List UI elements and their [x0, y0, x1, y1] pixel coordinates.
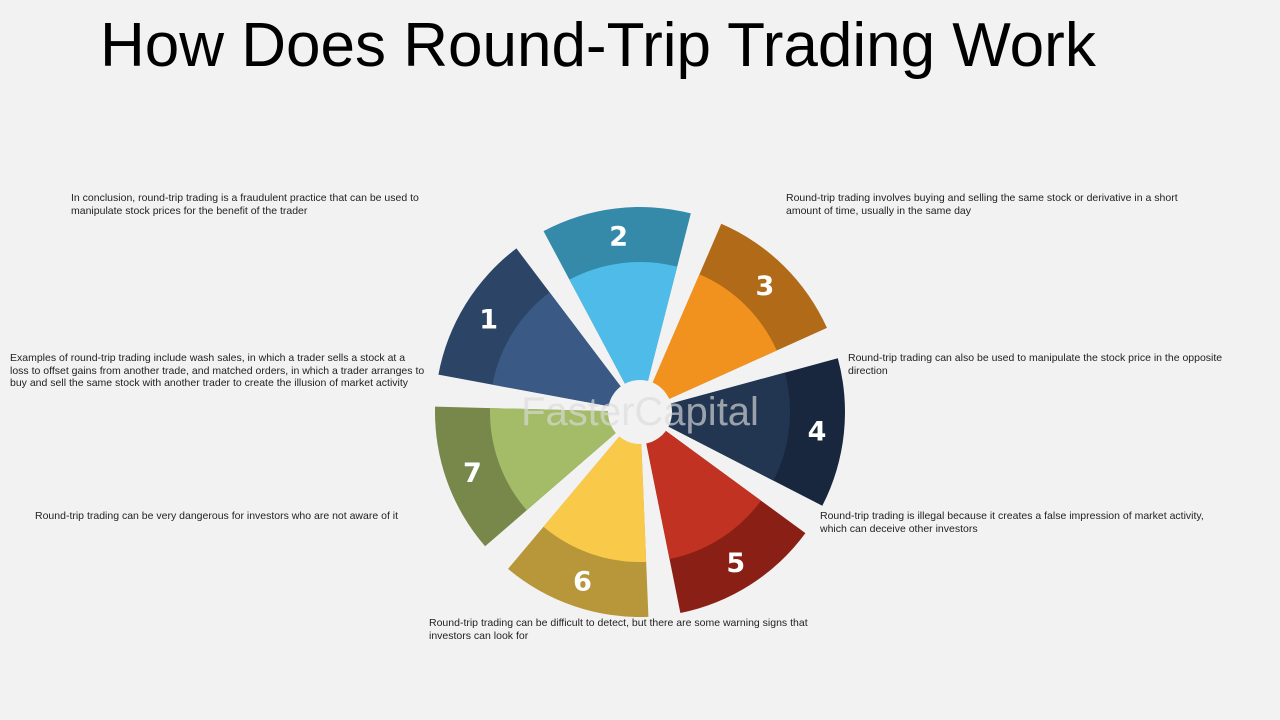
- segment-2-inner: [569, 261, 678, 388]
- segment-7-number: 7: [463, 458, 482, 489]
- wheel-segment-6: 6: [508, 433, 649, 618]
- watermark-text: FasterCapital: [521, 390, 759, 434]
- step-2-description: Round-trip trading can also be used to m…: [848, 352, 1223, 377]
- wheel-segment-7: 7: [434, 406, 619, 547]
- wheel-segment-1: 1: [438, 248, 624, 407]
- step-1-description: Round-trip trading involves buying and s…: [786, 192, 1178, 217]
- segment-1-number: 1: [479, 304, 498, 335]
- page-title: How Does Round-Trip Trading Work: [100, 11, 1096, 80]
- segment-3-number: 3: [756, 271, 775, 302]
- step-5-description: Round-trip trading can be very dangerous…: [35, 510, 399, 522]
- segment-4-inner: [664, 372, 790, 481]
- step-3-description: Round-trip trading is illegal because it…: [820, 510, 1204, 535]
- wheel-segment-5: 5: [645, 428, 806, 613]
- wheel-hub: [608, 380, 672, 444]
- segment-7-inner: [489, 408, 619, 511]
- wheel-segment-4: 4: [664, 358, 845, 506]
- segment-5-inner: [645, 428, 762, 560]
- segment-5-number: 5: [726, 548, 745, 579]
- wheel-segment-2: 2: [543, 206, 691, 388]
- segment-2-number: 2: [609, 221, 628, 252]
- segment-1-inner: [492, 292, 624, 407]
- segment-4-number: 4: [808, 417, 827, 448]
- segment-6-number: 6: [573, 566, 592, 597]
- wheel-segment-3: 3: [651, 223, 827, 401]
- segment-3-inner: [651, 274, 777, 401]
- step-4-description: Round-trip trading can be difficult to d…: [429, 617, 808, 642]
- step-7-description: In conclusion, round-trip trading is a f…: [71, 192, 419, 217]
- segment-6-inner: [543, 433, 647, 562]
- step-6-description: Examples of round-trip trading include w…: [10, 352, 425, 389]
